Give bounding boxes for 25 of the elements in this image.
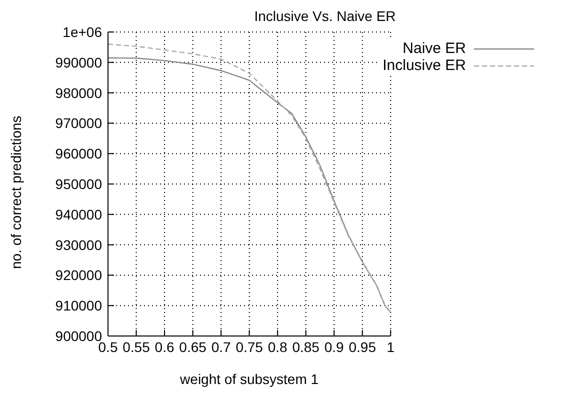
x-tick-label: 0.65 [179, 338, 207, 355]
x-tick-label: 0.75 [236, 338, 264, 355]
legend-label: Inclusive ER [382, 57, 466, 74]
y-tick-label: 1e+06 [62, 24, 102, 40]
y-tick-label: 910000 [55, 298, 102, 314]
y-tick-label: 920000 [55, 267, 102, 284]
y-tick-label: 930000 [55, 236, 102, 253]
x-tick-label: 1 [386, 338, 395, 355]
legend-label: Naive ER [402, 40, 466, 57]
x-tick-label: 0.6 [154, 338, 174, 355]
x-tick-label: 0.85 [292, 338, 320, 355]
y-tick-label: 980000 [55, 84, 102, 101]
chart-title: Inclusive Vs. Naive ER [253, 8, 397, 24]
y-tick-label: 990000 [55, 54, 102, 70]
y-tick-label: 950000 [55, 176, 102, 192]
y-tick-label: 940000 [55, 206, 102, 222]
x-axis-title: weight of subsystem 1 [179, 371, 319, 387]
x-tick-label: 0.7 [211, 338, 231, 355]
x-tick-label: 0.9 [324, 338, 344, 355]
y-tick-label: 970000 [55, 115, 102, 132]
x-tick-label: 0.55 [122, 338, 150, 355]
y-axis-title: no. of correct predictions [8, 116, 24, 269]
x-tick-label: 0.8 [268, 338, 288, 355]
y-tick-label: 960000 [55, 146, 102, 162]
x-tick-label: 0.95 [348, 338, 376, 355]
